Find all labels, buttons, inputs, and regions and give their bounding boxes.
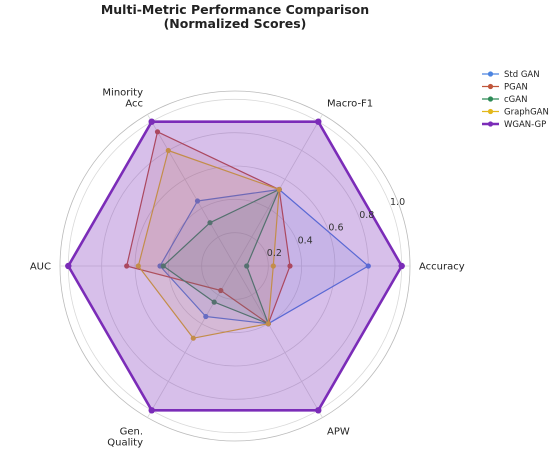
axis-label: Minority Acc (102, 88, 143, 110)
axis-labels: Accuracy Macro-F1 Minority Acc AUC Gen. Qualit… (30, 88, 465, 449)
data-point (315, 407, 322, 414)
data-point (265, 321, 271, 327)
legend-item: GraphGAN (482, 108, 549, 118)
legend-swatch-marker (487, 71, 494, 77)
data-point (287, 263, 293, 269)
chart-title-line-1: Multi-Metric Performance Comparison (101, 2, 369, 17)
data-point (135, 263, 141, 269)
radial-tick-label: 0.8 (359, 210, 374, 221)
legend-item: cGAN (482, 95, 527, 105)
axis-label: APW (327, 426, 350, 437)
legend-item: Std GAN (482, 70, 540, 80)
radial-tick-labels: 0.2 0.4 0.6 0.8 1.0 (267, 197, 405, 259)
data-point (207, 220, 213, 226)
data-point (218, 287, 224, 294)
series-area (68, 121, 402, 411)
grid-spoke (147, 114, 236, 267)
series-4 (65, 118, 405, 414)
axis-label: Macro-F1 (327, 99, 373, 110)
radial-tick-label: 0.2 (267, 248, 282, 259)
series-area (126, 131, 290, 324)
data-point (154, 129, 161, 135)
data-point (244, 263, 250, 269)
data-point (276, 186, 282, 193)
data-point (211, 299, 217, 305)
data-point (160, 263, 166, 269)
series-3 (135, 147, 282, 341)
legend-swatch-marker (487, 108, 494, 115)
legend-label: WGAN-GP (504, 120, 546, 130)
radar-series (65, 118, 405, 414)
data-point (398, 262, 405, 270)
radial-tick-label: 0.4 (298, 236, 313, 247)
legend-label: GraphGAN (504, 108, 549, 118)
data-point (203, 313, 209, 320)
axis-label: Accuracy (419, 262, 465, 273)
data-point (365, 263, 371, 269)
data-point (190, 335, 196, 341)
legend-item: PGAN (482, 83, 528, 93)
series-area (138, 150, 280, 339)
chart-legend: Std GAN PGAN cGAN GraphGAN WGAN-GP (482, 70, 549, 130)
data-point (165, 147, 171, 154)
data-point (270, 263, 276, 269)
axis-label: AUC (30, 262, 51, 273)
legend-label: PGAN (504, 83, 528, 93)
legend-item: WGAN-GP (482, 120, 546, 130)
legend-swatch-marker (487, 121, 494, 127)
data-point (148, 407, 155, 414)
data-point (194, 198, 201, 204)
radial-tick-label: 1.0 (390, 197, 405, 208)
legend-label: cGAN (504, 95, 527, 105)
legend-swatch-marker (487, 96, 494, 102)
series-area (163, 189, 280, 324)
data-point (315, 118, 322, 125)
radial-tick-label: 0.6 (328, 223, 343, 234)
data-point (65, 262, 72, 270)
axis-label: Gen. Quality (107, 426, 143, 448)
grid-spoke (234, 265, 323, 418)
data-point (124, 263, 130, 269)
legend-swatch-marker (487, 83, 494, 90)
legend-label: Std GAN (504, 70, 540, 80)
chart-title-line-2: (Normalized Scores) (164, 16, 307, 31)
data-point (148, 118, 155, 125)
